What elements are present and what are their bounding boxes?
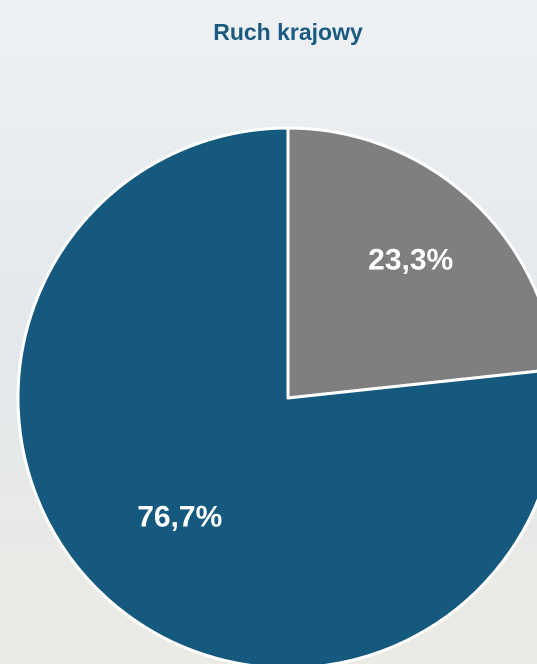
- data-label: 23,3%: [368, 243, 453, 276]
- pie-slice: [16, 126, 537, 664]
- chart-title: Ruch krajowy: [213, 19, 363, 45]
- data-label: 76,7%: [137, 500, 222, 533]
- pie: [16, 126, 537, 664]
- pie-slice: [286, 126, 537, 400]
